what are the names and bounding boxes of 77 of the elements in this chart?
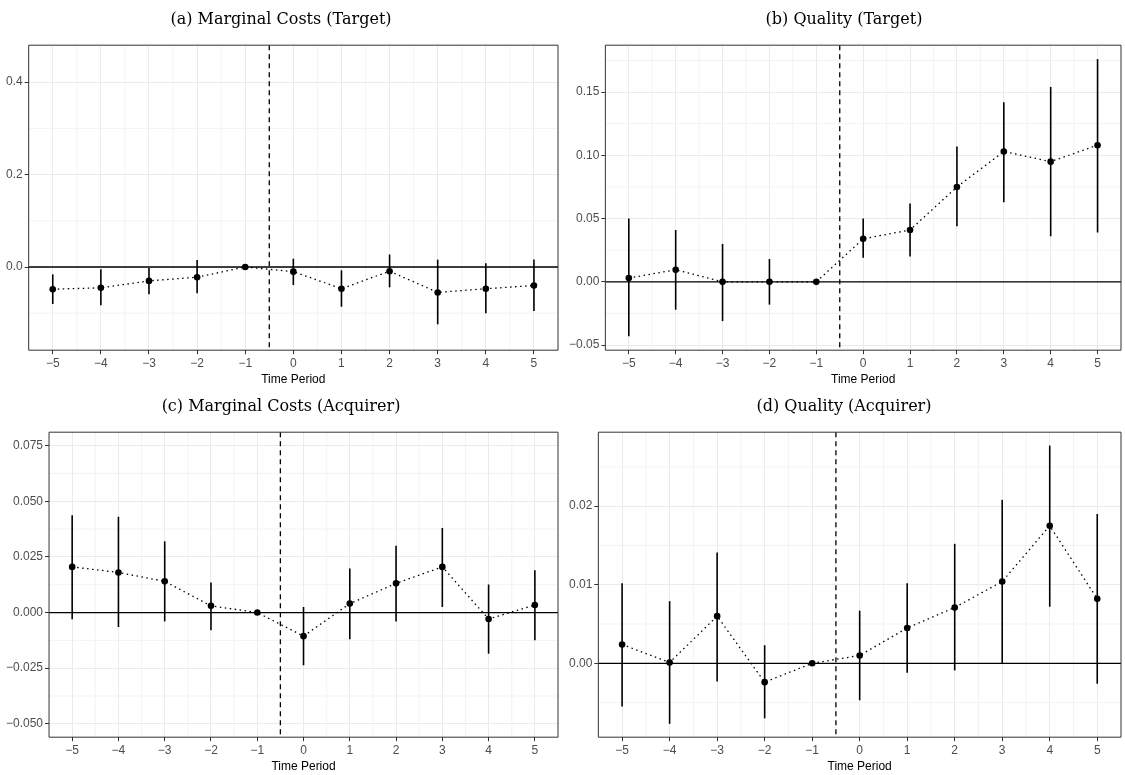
y-tick-label: 0.075 <box>13 437 44 452</box>
x-axis-title: Time Period <box>831 372 896 387</box>
y-tick-label: −0.025 <box>5 660 44 675</box>
point <box>719 278 726 286</box>
y-tick-label: 0.025 <box>13 549 44 564</box>
point <box>813 278 820 286</box>
x-tick-label: −3 <box>715 355 730 370</box>
x-tick-label: −1 <box>809 355 824 370</box>
x-tick-label: 5 <box>530 355 538 370</box>
x-tick-label: −5 <box>615 742 630 757</box>
x-tick-label: −5 <box>621 355 636 370</box>
y-tick-label: 0.00 <box>576 274 600 289</box>
chart-title: (d) Quality (Acquirer) <box>755 395 933 417</box>
x-axis-title: Time Period <box>261 372 326 387</box>
x-tick-label: 5 <box>1093 742 1101 757</box>
y-tick-label: 0.05 <box>576 210 600 225</box>
point <box>808 660 816 667</box>
x-tick-label: −1 <box>805 742 820 757</box>
y-tick-label: 0.15 <box>576 84 600 99</box>
x-tick-label: −3 <box>157 742 172 757</box>
y-tick-label: 0.0 <box>5 259 23 274</box>
x-tick-label: 3 <box>438 742 446 757</box>
x-tick-label: 0 <box>859 355 867 370</box>
x-axis-title: Time Period <box>271 759 336 774</box>
y-tick-label: −0.050 <box>5 716 44 731</box>
x-axis-title: Time Period <box>827 759 892 774</box>
x-tick-label: −4 <box>668 355 683 370</box>
y-tick-label: 0.02 <box>569 498 593 513</box>
x-tick-label: −1 <box>238 355 253 370</box>
x-tick-label: −3 <box>710 742 725 757</box>
x-tick-label: 0 <box>300 742 308 757</box>
point <box>1094 141 1101 149</box>
x-tick-label: 0 <box>290 355 297 370</box>
x-tick-label: 0 <box>856 742 864 757</box>
chart-title: (a) Marginal Costs (Target) <box>169 8 393 30</box>
point <box>766 278 773 286</box>
x-tick-label: 4 <box>1047 355 1055 370</box>
x-tick-label: 3 <box>998 742 1006 757</box>
x-tick-label: 3 <box>1000 355 1008 370</box>
x-tick-label: 5 <box>531 742 539 757</box>
y-tick-label: 0.050 <box>13 493 44 508</box>
x-tick-label: −2 <box>190 355 205 370</box>
x-tick-label: 4 <box>1046 742 1054 757</box>
x-tick-label: −2 <box>762 355 777 370</box>
x-tick-label: 3 <box>434 355 442 370</box>
x-tick-label: 1 <box>906 355 914 370</box>
x-tick-label: 2 <box>953 355 961 370</box>
y-tick-label: 0.2 <box>5 166 23 181</box>
y-tick-label: 0.000 <box>13 604 44 619</box>
point <box>253 609 261 616</box>
x-tick-label: −4 <box>111 742 126 757</box>
point <box>241 263 249 271</box>
chart-title: (c) Marginal Costs (Acquirer) <box>160 395 402 417</box>
x-tick-label: −4 <box>94 355 109 370</box>
x-tick-label: 2 <box>392 742 400 757</box>
x-tick-label: 1 <box>346 742 354 757</box>
x-tick-label: −5 <box>65 742 80 757</box>
x-tick-label: 1 <box>903 742 911 757</box>
y-tick-label: 0.01 <box>569 577 593 592</box>
x-tick-label: 2 <box>951 742 959 757</box>
x-tick-label: −1 <box>250 742 265 757</box>
y-tick-label: −0.05 <box>568 337 600 352</box>
x-tick-label: 1 <box>338 355 346 370</box>
point <box>386 267 393 275</box>
x-tick-label: −2 <box>757 742 772 757</box>
x-tick-label: 4 <box>485 742 493 757</box>
y-tick-label: 0.10 <box>576 147 600 162</box>
x-tick-label: −4 <box>662 742 677 757</box>
y-tick-label: 0.00 <box>569 655 593 670</box>
x-tick-label: 2 <box>386 355 394 370</box>
x-tick-label: −2 <box>204 742 219 757</box>
x-tick-label: 4 <box>482 355 490 370</box>
x-tick-label: 5 <box>1094 355 1102 370</box>
x-tick-label: −3 <box>142 355 157 370</box>
x-tick-label: −5 <box>45 355 60 370</box>
y-tick-label: 0.4 <box>5 74 23 89</box>
chart-title: (b) Quality (Target) <box>764 8 924 30</box>
